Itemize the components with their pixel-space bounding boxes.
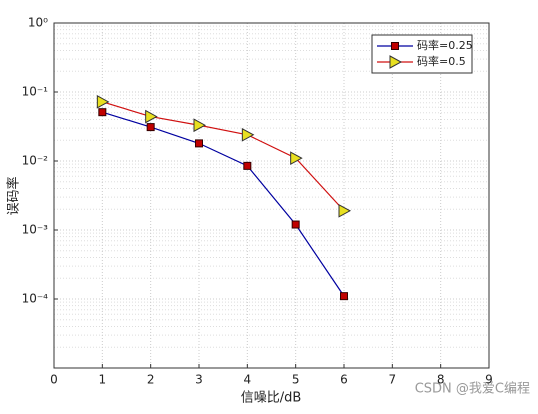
marker: [96, 95, 110, 109]
x-tick-label: 1: [99, 373, 107, 387]
x-tick-label: 3: [195, 373, 203, 387]
marker: [291, 220, 300, 229]
y-tick-label: 10⁻¹: [22, 85, 49, 99]
x-tick-label: 7: [389, 373, 397, 387]
legend-box: [371, 34, 473, 74]
marker: [243, 161, 252, 170]
x-tick-label: 9: [485, 373, 493, 387]
x-tick-label: 6: [340, 373, 348, 387]
x-tick-label: 2: [147, 373, 155, 387]
plot-frame: [53, 22, 490, 369]
y-tick-label: 10⁻³: [22, 223, 49, 237]
x-axis-label: 信噪比/dB: [241, 391, 302, 406]
marker: [241, 127, 255, 142]
x-tick-label: 0: [50, 373, 58, 387]
marker: [98, 108, 107, 117]
y-axis-label: 误码率: [6, 176, 22, 215]
y-tick-label: 10⁰: [28, 16, 48, 30]
legend-label: 码率=0.5: [417, 54, 466, 68]
marker: [146, 123, 155, 132]
legend-label: 码率=0.25: [417, 38, 473, 52]
x-tick-label: 5: [292, 373, 300, 387]
x-tick-label: 4: [244, 373, 252, 387]
marker: [290, 151, 303, 165]
y-tick-label: 10⁻²: [22, 154, 49, 168]
marker: [340, 292, 348, 301]
marker: [145, 109, 158, 124]
marker: [193, 118, 207, 133]
legend-marker: [389, 55, 403, 69]
marker: [195, 139, 203, 148]
series-line: [102, 111, 345, 297]
marker: [338, 203, 352, 218]
watermark: CSDN @我爱C编程: [415, 382, 530, 397]
series-line: [102, 101, 345, 212]
legend-marker: [391, 42, 399, 50]
y-tick-label: 10⁻⁴: [22, 292, 49, 306]
x-tick-label: 8: [437, 373, 445, 387]
